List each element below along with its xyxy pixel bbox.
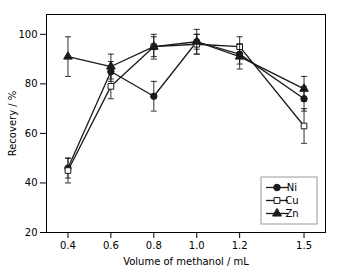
svg-text:0.4: 0.4 [60, 240, 76, 251]
svg-text:1.0: 1.0 [189, 240, 205, 251]
svg-text:1.5: 1.5 [296, 240, 312, 251]
svg-text:0.8: 0.8 [146, 240, 162, 251]
svg-text:Ni: Ni [287, 182, 297, 193]
svg-text:Cu: Cu [285, 195, 298, 206]
svg-text:Recovery / %: Recovery / % [7, 91, 18, 157]
svg-text:0.6: 0.6 [103, 240, 119, 251]
svg-text:Zn: Zn [285, 208, 298, 219]
svg-text:Volume of methanol / mL: Volume of methanol / mL [123, 256, 249, 267]
svg-text:100: 100 [18, 29, 37, 40]
svg-text:40: 40 [25, 177, 38, 188]
svg-text:20: 20 [25, 227, 38, 238]
svg-text:1.2: 1.2 [232, 240, 248, 251]
svg-text:60: 60 [25, 128, 38, 139]
svg-text:80: 80 [25, 78, 38, 89]
